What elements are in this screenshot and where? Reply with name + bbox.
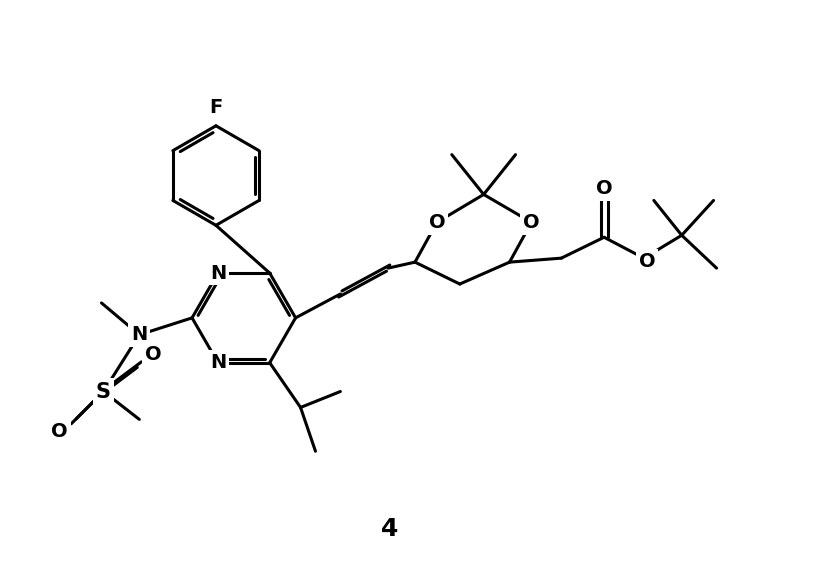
Text: N: N (210, 264, 226, 282)
Text: O: O (523, 213, 540, 232)
Text: S: S (96, 382, 111, 402)
Text: 4: 4 (381, 517, 399, 541)
Text: O: O (595, 179, 613, 198)
Text: F: F (209, 98, 222, 118)
Text: O: O (51, 422, 68, 441)
Text: O: O (145, 345, 161, 364)
Text: O: O (428, 213, 445, 232)
Text: N: N (131, 325, 147, 345)
Text: O: O (638, 251, 655, 271)
Text: N: N (210, 353, 226, 372)
